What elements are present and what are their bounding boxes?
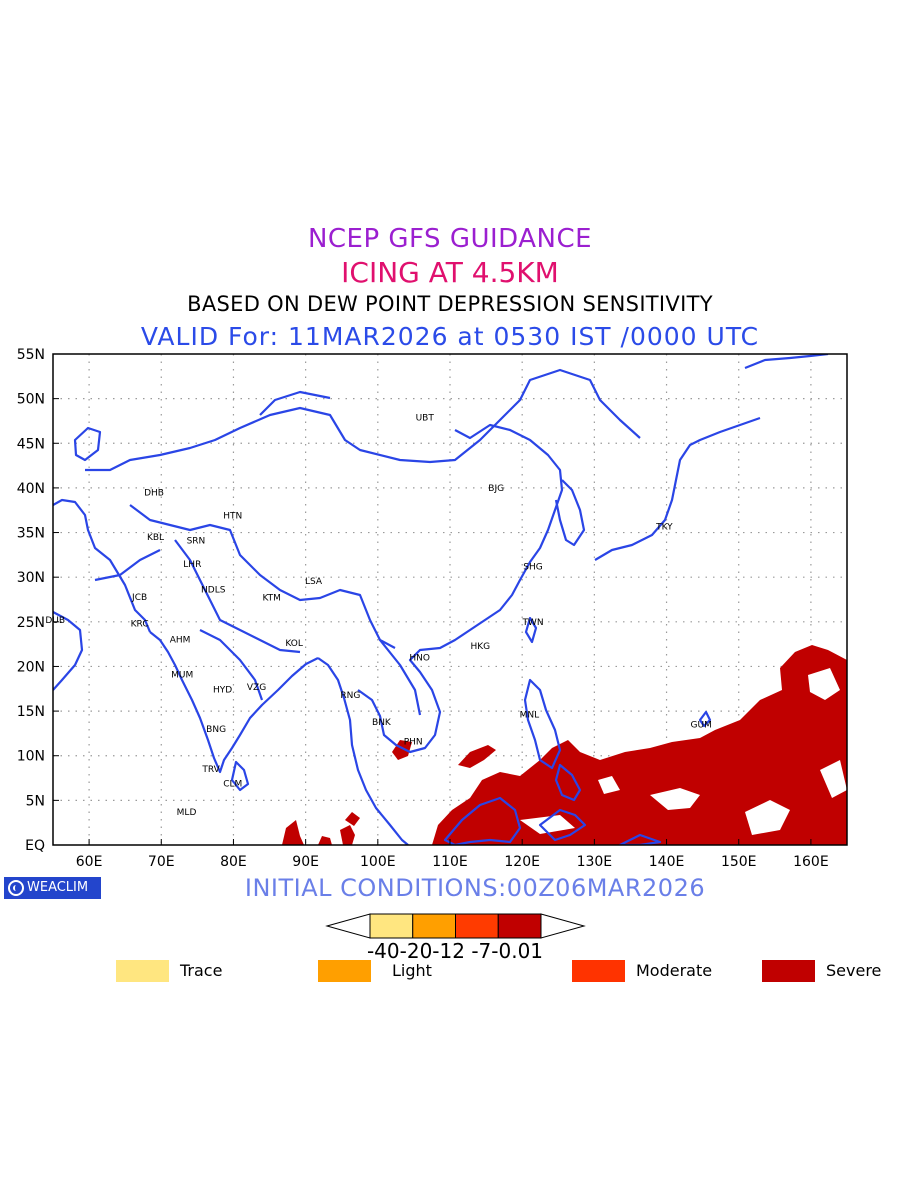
icing-map: UBT BJG DHB HTN KBL SRN TKY LHR SHG LSA JCB NDLS KTM… bbox=[17, 347, 848, 870]
weaclim-logo-icon bbox=[8, 880, 24, 896]
station-label: VZG bbox=[247, 683, 266, 693]
station-label: HYD bbox=[213, 686, 232, 696]
legend-swatch bbox=[318, 960, 371, 982]
station-label: LSA bbox=[305, 577, 323, 587]
station-label: MUM bbox=[171, 670, 193, 680]
lon-tick-label: 100E bbox=[360, 854, 396, 870]
colorbar-segment bbox=[369, 913, 414, 939]
legend-label: Light bbox=[392, 961, 432, 980]
station-label: TKY bbox=[655, 522, 673, 532]
valid-time-line: VALID For: 11MAR2026 at 0530 IST /0000 U… bbox=[140, 322, 760, 351]
legend-swatch bbox=[572, 960, 625, 982]
station-label: KBL bbox=[147, 533, 164, 543]
station-label: MLD bbox=[177, 808, 197, 818]
station-label: KRC bbox=[131, 620, 149, 630]
title-line-1: NCEP GFS GUIDANCE bbox=[307, 224, 593, 254]
station-label: CLM bbox=[223, 779, 242, 789]
lon-tick-label: 80E bbox=[220, 854, 247, 870]
station-label: KOL bbox=[285, 639, 303, 649]
legend-swatch bbox=[762, 960, 815, 982]
station-label: PHN bbox=[404, 737, 423, 747]
station-label: BNK bbox=[372, 718, 392, 728]
station-label: DUB bbox=[45, 616, 65, 626]
lat-tick-label: 20N bbox=[17, 659, 45, 675]
title-line-3: BASED ON DEW POINT DEPRESSION SENSITIVIT… bbox=[187, 292, 713, 316]
station-labels: UBT BJG DHB HTN KBL SRN TKY LHR SHG LSA JCB NDLS KTM… bbox=[45, 413, 712, 818]
lat-tick-label: 30N bbox=[17, 570, 45, 586]
lon-tick-label: 150E bbox=[721, 854, 757, 870]
station-label: BNG bbox=[206, 725, 226, 735]
station-label: BJG bbox=[488, 484, 504, 494]
lat-tick-label: 45N bbox=[17, 436, 45, 452]
station-label: KTM bbox=[262, 594, 280, 604]
station-label: LHR bbox=[183, 560, 201, 570]
icing-severe-area bbox=[282, 645, 847, 845]
station-label: MNL bbox=[520, 711, 540, 721]
legend-label: Moderate bbox=[636, 961, 713, 980]
lon-tick-label: 70E bbox=[148, 854, 175, 870]
icing-gaps bbox=[520, 668, 847, 835]
weaclim-logo: WEACLIM bbox=[4, 877, 101, 899]
legend-swatch bbox=[116, 960, 169, 982]
lon-tick-label: 130E bbox=[577, 854, 613, 870]
coastlines-and-borders bbox=[53, 354, 829, 845]
colorbar-low-arrow bbox=[325, 913, 371, 939]
lat-tick-label: 50N bbox=[17, 392, 45, 408]
station-label: SRN bbox=[187, 537, 206, 547]
lon-tick-label: 110E bbox=[432, 854, 468, 870]
colorbar-segment bbox=[455, 913, 499, 939]
lat-tick-label: 5N bbox=[26, 793, 45, 809]
station-label: HNO bbox=[409, 654, 430, 664]
colorbar: -40-20-12 -7-0.01 bbox=[325, 913, 586, 963]
station-label: TRV bbox=[201, 765, 220, 775]
initial-conditions: INITIAL CONDITIONS:00Z06MAR2026 bbox=[244, 874, 706, 902]
legend-label: Severe bbox=[826, 961, 882, 980]
station-label: HTN bbox=[223, 512, 242, 522]
legend-label: Trace bbox=[180, 961, 223, 980]
colorbar-segment bbox=[497, 913, 542, 939]
latitude-tick-labels: 55N 50N 45N 40N 35N 30N 25N 20N 15N 10N 5N EQ bbox=[17, 347, 59, 854]
lat-tick-label: EQ bbox=[25, 838, 45, 854]
colorbar-segment bbox=[412, 913, 456, 939]
lat-tick-label: 55N bbox=[17, 347, 45, 363]
station-label: JCB bbox=[131, 593, 147, 603]
station-label: UBT bbox=[416, 413, 435, 423]
station-label: SHG bbox=[523, 562, 542, 572]
lon-tick-label: 160E bbox=[793, 854, 829, 870]
lon-tick-label: 90E bbox=[292, 854, 319, 870]
lat-tick-label: 10N bbox=[17, 749, 45, 765]
station-label: HKG bbox=[470, 642, 490, 652]
lat-tick-label: 35N bbox=[17, 526, 45, 542]
station-label: AHM bbox=[170, 636, 191, 646]
brand-label: WEACLIM bbox=[27, 880, 89, 895]
station-label: NDLS bbox=[201, 586, 226, 596]
station-label: TWN bbox=[521, 618, 543, 628]
lat-tick-label: 15N bbox=[17, 704, 45, 720]
title-line-2: ICING AT 4.5KM bbox=[341, 256, 559, 289]
lat-tick-label: 25N bbox=[17, 615, 45, 631]
lon-tick-label: 140E bbox=[649, 854, 685, 870]
station-label: RNG bbox=[340, 691, 360, 701]
lon-tick-label: 60E bbox=[76, 854, 103, 870]
colorbar-levels: -40-20-12 -7-0.01 bbox=[367, 939, 543, 963]
lat-tick-label: 40N bbox=[17, 481, 45, 497]
lon-tick-label: 120E bbox=[504, 854, 540, 870]
station-label: GUM bbox=[691, 720, 712, 730]
station-label: DHB bbox=[144, 488, 164, 498]
colorbar-high-arrow bbox=[540, 913, 586, 939]
longitude-tick-labels: 60E 70E 80E 90E 100E 110E 120E 130E 140E 150E 160E bbox=[76, 839, 829, 870]
